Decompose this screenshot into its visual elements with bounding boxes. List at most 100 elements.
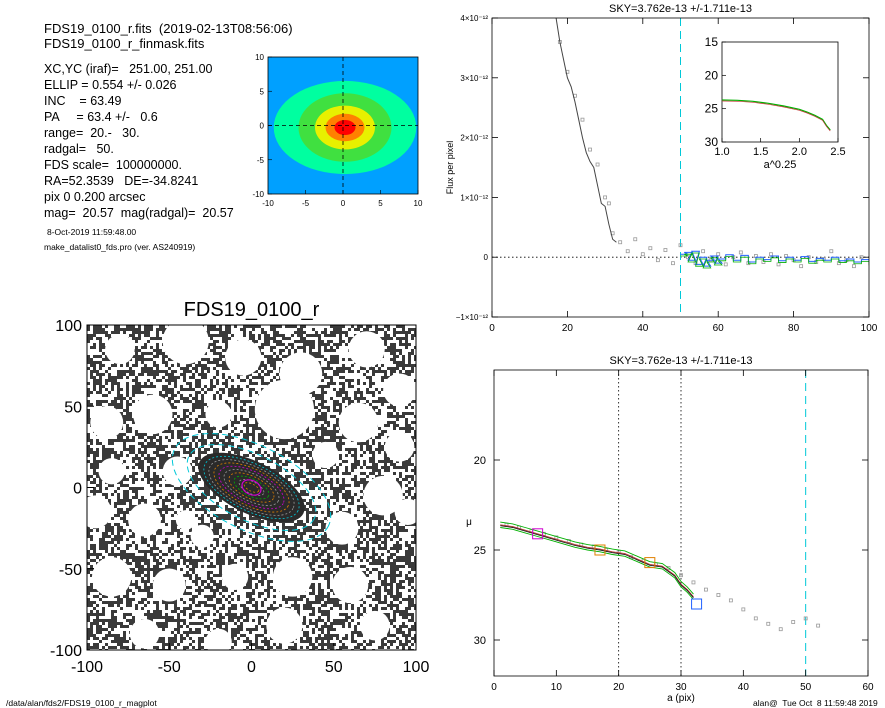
mu-x-tick-label: 0 — [491, 682, 497, 693]
sky-ellipse-inner — [186, 444, 317, 531]
contour-level — [334, 119, 356, 136]
flux-x-tick-label: 40 — [637, 323, 649, 334]
flux-data-point — [678, 243, 683, 248]
image-x-tick-label: -50 — [158, 659, 181, 676]
mu-x-tick-label: 60 — [862, 682, 874, 693]
mu-profile-line — [500, 524, 694, 598]
mu-data-point — [679, 573, 683, 578]
mask-hole — [162, 456, 193, 487]
inset-x-label: a^0.25 — [764, 159, 797, 171]
contour-y-tick-label: -10 — [252, 190, 264, 199]
mask-hole — [325, 511, 359, 545]
contour-x-tick-label: 0 — [341, 199, 346, 208]
flux-data-point — [663, 248, 668, 252]
inset-y-tick-label: 30 — [705, 135, 719, 149]
contour-x-tick-label: -10 — [262, 199, 274, 208]
isophote-ellipse — [218, 465, 285, 510]
flux-data-point — [655, 258, 660, 263]
footer-stamp: alan@ Tue Oct 8 11:59:48 2019 — [753, 698, 878, 708]
flux-y-label: Flux per pixel — [445, 141, 455, 195]
flux-data-point — [769, 252, 773, 257]
mu-range-marker — [691, 598, 703, 610]
mask-hole — [254, 379, 315, 440]
galaxy — [171, 433, 332, 542]
image-y-tick-label: -100 — [50, 643, 82, 660]
flux-y-tick-label: 2×10⁻¹² — [460, 134, 488, 143]
mu-y-label: μ — [466, 517, 472, 528]
mask-hole — [312, 441, 339, 469]
image-y-tick-label: 0 — [73, 481, 82, 498]
info-inc: INC = 63.49 — [44, 94, 122, 108]
flux-x-tick-label: 80 — [788, 323, 800, 334]
flux-data-point — [829, 249, 834, 254]
contour-y-tick-label: 10 — [255, 53, 264, 62]
flux-data-point — [648, 246, 653, 251]
flux-data-point — [852, 264, 856, 269]
image-title: FDS19_0100_r — [184, 299, 320, 321]
inset-x-tick-label: 1.5 — [753, 146, 768, 158]
flux-data-point — [603, 195, 607, 200]
flux-data-point — [625, 249, 630, 254]
info-date: 8-Oct-2019 11:59:48.00 — [47, 227, 137, 237]
mu-y-tick-label: 20 — [474, 455, 486, 467]
mu-y-tick-label: 30 — [474, 635, 486, 647]
mu-profile-line — [500, 525, 694, 598]
mask-hole — [221, 563, 249, 591]
isophote-ellipse — [243, 482, 260, 493]
info-program: make_datalist0_fds.pro (ver. AS240919) — [44, 242, 196, 252]
footer-path: /data/alan/fds2/FDS19_0100_r_magplot — [6, 698, 157, 708]
image-panel: FDS19_0100_r -100 -50 0 50 100 -100 -50 0 50 100 — [50, 299, 429, 676]
flux-data-point — [701, 249, 706, 254]
mask-hole — [348, 331, 385, 368]
inner-ellipse — [241, 479, 262, 496]
inset-y-tick-label: 20 — [705, 68, 719, 82]
mask-hole — [272, 557, 313, 597]
inset-frame — [721, 41, 839, 143]
image-x-tick-label: 50 — [325, 659, 343, 676]
flux-data-point — [595, 162, 600, 167]
inset-y-tick-label: 25 — [705, 102, 719, 116]
flux-x-tick-label: 20 — [562, 323, 574, 334]
flux-data-point — [633, 237, 638, 242]
mu-x-tick-label: 10 — [551, 682, 563, 693]
mu-data-point — [753, 616, 758, 621]
flux-data-point — [580, 117, 585, 122]
contour-y-tick-label: 5 — [260, 87, 265, 96]
info-ra-de: RA=52.3539 DE=-34.8241 — [44, 174, 199, 188]
flux-data-point — [776, 262, 781, 267]
mu-data-point — [803, 616, 808, 621]
flux-data-point — [723, 262, 728, 267]
mask-hole — [129, 618, 160, 649]
inset-x-tick-label: 1.0 — [714, 146, 729, 158]
info-ellip: ELLIP = 0.554 +/- 0.026 — [44, 78, 177, 92]
mu-y-tick-label: 25 — [474, 545, 486, 557]
image-y-tick-label: 50 — [64, 399, 82, 416]
galaxy-body — [198, 452, 305, 523]
flux-title: SKY=3.762e-13 +/-1.711e-13 — [609, 3, 752, 15]
flux-sky-green-line — [680, 252, 869, 269]
mu-x-tick-label: 40 — [738, 682, 750, 693]
inset-y-tick-label: 15 — [705, 35, 719, 49]
mu-data-point — [704, 587, 708, 592]
mask-hole — [205, 401, 232, 428]
mu-x-tick-label: 50 — [800, 682, 812, 693]
mu-x-label: a (pix) — [667, 693, 695, 704]
mu-data-point — [716, 593, 721, 597]
info-fds-scale: FDS scale= 100000000. — [44, 158, 182, 172]
flux-data-point — [716, 252, 721, 257]
mask-hole — [128, 503, 162, 537]
mu-range-marker — [644, 557, 656, 569]
mask-hole — [338, 402, 379, 443]
mu-range-marker — [532, 528, 544, 540]
inset-profile-red — [721, 100, 831, 132]
mu-panel: SKY=3.762e-13 +/-1.711e-13 0 10 20 30 40 50 60 2… — [466, 355, 874, 704]
flux-profile-line — [555, 18, 617, 243]
isophote-ellipse — [228, 472, 275, 503]
mask-hole — [90, 406, 124, 439]
mask-hole — [91, 557, 132, 597]
mask-hole — [394, 498, 416, 526]
flux-frame — [491, 17, 870, 318]
mask-hole — [363, 475, 403, 516]
flux-inset: 1.0 1.5 2.0 2.5 15 20 25 30 a^0.25 — [705, 35, 846, 171]
image-x-tick-label: 0 — [247, 659, 256, 676]
